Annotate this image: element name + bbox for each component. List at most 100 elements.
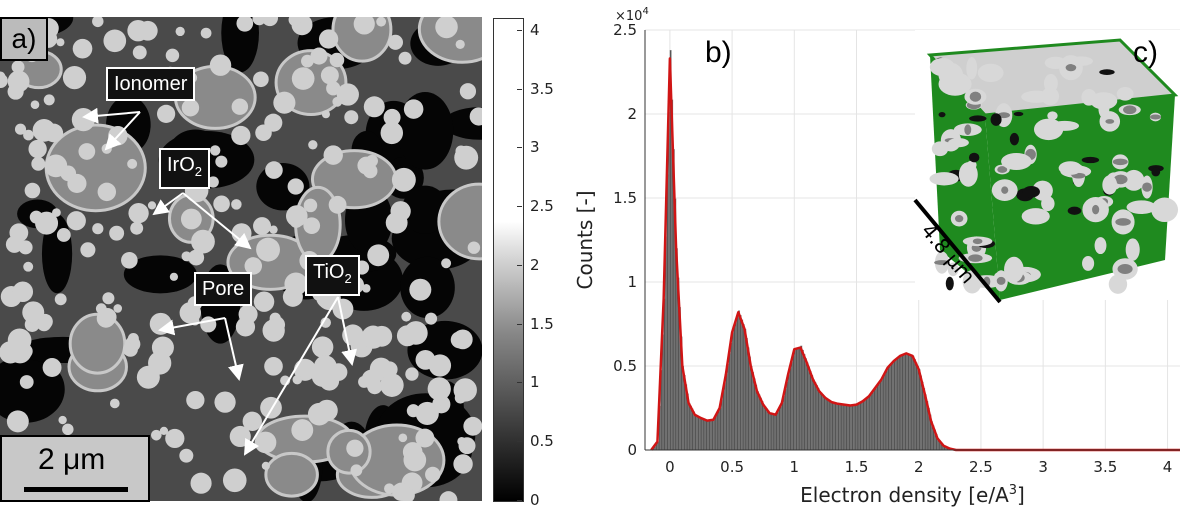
histogram-bar	[668, 112, 671, 451]
iro2-particle	[285, 205, 308, 227]
histogram-bar	[753, 378, 756, 451]
iro2-particle	[292, 374, 302, 385]
panel-label-a: a)	[0, 17, 48, 61]
tomography-cube: 4.8 μmc)	[913, 30, 1183, 304]
tio2-particle	[972, 238, 983, 245]
colorbar-tick-label: 3	[530, 138, 540, 157]
histogram-bar	[728, 353, 731, 451]
iro2-particle	[213, 195, 230, 213]
iro2-particle	[244, 257, 263, 275]
iro2-particle	[273, 91, 296, 114]
iro2-particle	[190, 472, 212, 494]
iro2-particle	[1004, 256, 1024, 283]
iro2-particle	[43, 94, 55, 106]
iro2-particle	[80, 242, 96, 258]
histogram-bar	[750, 365, 753, 451]
histogram-bar	[739, 315, 742, 451]
iro2-particle	[11, 60, 25, 74]
histogram-bar	[851, 405, 854, 451]
tio2-particle	[1117, 264, 1133, 274]
iro2-particle	[264, 113, 283, 132]
iro2-particle	[303, 198, 318, 213]
x-tick-label: 3	[1038, 458, 1048, 476]
histogram-bar	[719, 407, 722, 451]
histogram-bar	[763, 404, 765, 451]
iro2-particle	[390, 201, 411, 222]
histogram-bar	[795, 348, 798, 451]
iro2-particle	[127, 19, 149, 42]
histogram-bar	[893, 360, 896, 451]
histogram-bar	[862, 401, 865, 451]
iro2-particle	[1041, 87, 1060, 106]
iro2-particle	[1033, 118, 1064, 141]
histogram-bar	[694, 414, 697, 451]
histogram-bar	[910, 355, 913, 451]
iro2-particle	[383, 108, 401, 126]
iro2-particle	[92, 15, 104, 28]
histogram-bar	[909, 354, 912, 451]
pore-region	[968, 152, 980, 163]
histogram-bar	[772, 413, 775, 451]
iro2-particle	[455, 39, 465, 49]
iro2-particle	[1126, 200, 1157, 214]
iro2-particle	[256, 237, 280, 262]
iro2-particle	[9, 223, 29, 243]
histogram-bar	[912, 355, 915, 451]
histogram-bar	[875, 387, 877, 451]
histogram-bar	[711, 419, 714, 451]
iro2-particle	[346, 439, 364, 457]
iro2-particle	[1069, 56, 1093, 66]
iro2-particle	[235, 317, 256, 337]
iro2-particle	[452, 329, 473, 350]
iro2-particle	[392, 482, 411, 501]
histogram-bar	[717, 410, 720, 451]
histogram-bar	[764, 406, 767, 451]
colorbar-tick-label: 2.5	[530, 197, 554, 216]
iro2-particle	[441, 258, 452, 269]
x-tick-label: 0	[665, 458, 675, 476]
colorbar-tick-mark	[517, 88, 522, 90]
histogram-bar	[707, 420, 709, 451]
tio2-particle	[1112, 158, 1128, 166]
iro2-particle	[1116, 87, 1134, 101]
iro2-particle	[128, 203, 149, 224]
iro2-particle	[72, 38, 93, 59]
histogram-bar	[913, 359, 916, 451]
colorbar-tick-label: 0.5	[530, 432, 554, 451]
histogram-bar	[770, 413, 773, 451]
iro2-particle	[929, 57, 955, 77]
tio2-particle	[996, 276, 1006, 285]
iro2-particle	[291, 67, 315, 90]
iro2-particle	[56, 38, 65, 47]
histogram-bar	[733, 326, 736, 451]
tio2-particle	[1142, 182, 1152, 192]
histogram-bar	[714, 416, 717, 451]
histogram-bar	[839, 403, 842, 451]
histogram-bar	[721, 399, 723, 451]
histogram-bar	[871, 391, 874, 451]
histogram-bar	[803, 354, 806, 451]
histogram-bar	[836, 403, 838, 451]
iro2-particle	[947, 262, 959, 277]
colorbar-tick-label: 2	[530, 255, 540, 274]
histogram-bar	[829, 400, 832, 451]
iro2-particle	[113, 304, 123, 313]
iro2-particle	[321, 110, 330, 119]
histogram-bar	[699, 417, 702, 451]
iro2-particle	[165, 48, 180, 63]
iro2-particle	[130, 221, 144, 235]
tio2-particle	[1115, 218, 1131, 226]
iro2-particle	[265, 161, 283, 179]
tio2-particle	[968, 254, 983, 262]
iro2-particle	[151, 429, 162, 441]
iro2-particle	[318, 29, 339, 49]
histogram-bar	[775, 414, 778, 451]
histogram-bar	[731, 332, 734, 451]
iro2-particle	[14, 123, 27, 135]
iro2-particle	[214, 391, 236, 413]
iro2-particle	[467, 241, 481, 254]
iro2-particle	[415, 428, 435, 448]
iro2-particle	[92, 223, 104, 235]
iro2-particle	[401, 311, 412, 322]
iro2-particle	[381, 361, 398, 378]
